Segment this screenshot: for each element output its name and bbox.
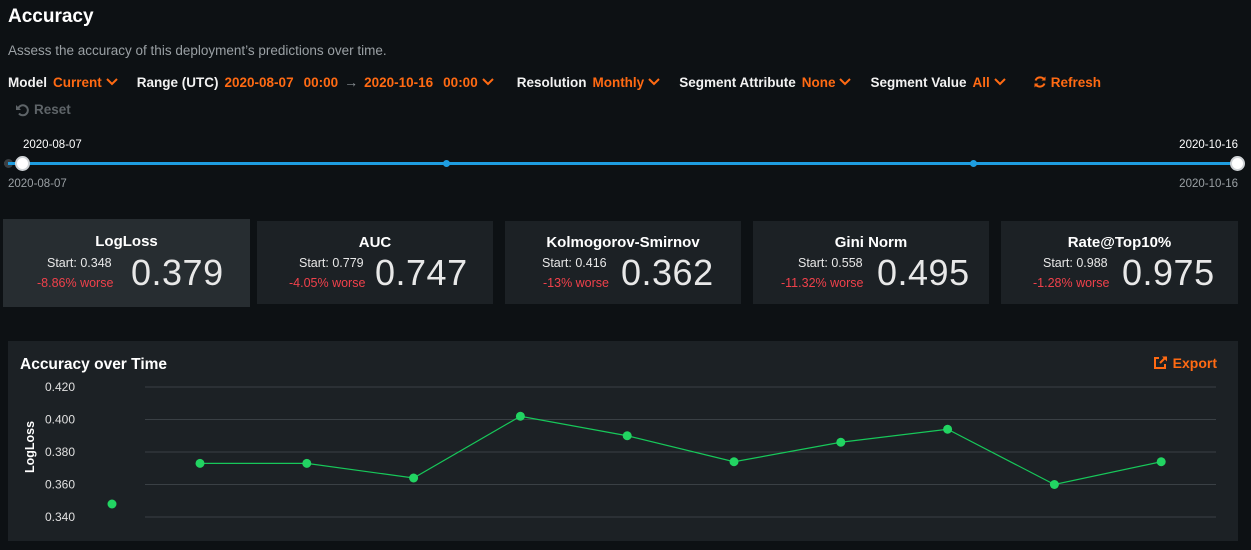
segment-attribute-filter: Segment Attribute None <box>679 75 852 90</box>
chevron-down-icon <box>481 78 494 86</box>
metric-start: Start: 0.558 <box>798 256 863 270</box>
model-filter: Model Current <box>8 75 119 90</box>
chevron-down-icon <box>839 78 852 86</box>
reset-label: Reset <box>34 102 71 117</box>
metric-change: -13% worse <box>543 276 609 290</box>
metric-change: -4.05% worse <box>289 276 366 290</box>
reset-button[interactable]: Reset <box>15 102 71 117</box>
slider-max-label: 2020-10-16 <box>1179 178 1238 190</box>
range-start-date: 2020-08-07 <box>224 74 294 90</box>
y-axis-label: LogLoss <box>23 421 37 473</box>
slider-start-label: 2020-08-07 <box>23 139 82 151</box>
metric-name: AUC <box>358 234 392 251</box>
metric-tile-logloss[interactable]: LogLoss Start: 0.348 -8.86% worse 0.379 <box>3 219 250 307</box>
export-label: Export <box>1172 355 1217 371</box>
segment-value-filter: Segment Value All <box>870 75 1006 90</box>
data-point[interactable] <box>302 458 312 468</box>
data-point[interactable] <box>1156 457 1166 467</box>
segment-value-value: All <box>972 74 990 90</box>
page-subtitle: Assess the accuracy of this deployment’s… <box>8 43 387 58</box>
data-point[interactable] <box>409 473 419 483</box>
slider-track[interactable] <box>8 162 1238 165</box>
data-point[interactable] <box>107 499 117 509</box>
slider-end-handle[interactable] <box>1230 156 1245 171</box>
filters-bar: Model Current Range (UTC) 2020-08-07 00:… <box>8 73 1101 91</box>
resolution-value: Monthly <box>592 74 645 90</box>
series-line <box>200 415 1162 486</box>
refresh-label: Refresh <box>1050 74 1102 90</box>
range-label: Range (UTC) <box>136 74 219 90</box>
metric-start: Start: 0.416 <box>542 256 607 270</box>
date-range-slider: 2020-08-07 2020-10-16 2020-08-07 2020-10… <box>0 135 1251 195</box>
segment-attribute-value: None <box>801 74 836 90</box>
metric-value: 0.975 <box>1122 252 1215 293</box>
export-button[interactable]: Export <box>1153 355 1217 371</box>
metric-start: Start: 0.988 <box>1043 256 1108 270</box>
chevron-down-icon <box>106 78 118 86</box>
slider-start-handle[interactable] <box>15 156 30 171</box>
y-tick-label: 0.340 <box>45 510 75 524</box>
resolution-label: Resolution <box>516 74 587 90</box>
model-label: Model <box>8 74 47 90</box>
metric-value: 0.495 <box>877 252 970 293</box>
metric-tile-auc[interactable]: AUC Start: 0.779 -4.05% worse 0.747 <box>257 221 493 304</box>
range-end-date: 2020-10-16 <box>364 74 434 90</box>
data-point[interactable] <box>836 437 846 447</box>
refresh-icon <box>1034 76 1046 88</box>
arrow-right-icon: → <box>344 74 359 90</box>
metric-tile-rate-top10[interactable]: Rate@Top10% Start: 0.988 -1.28% worse 0.… <box>1001 221 1238 304</box>
slider-tick <box>443 160 450 167</box>
accuracy-line-chart: 0.420 0.400 0.380 0.360 0.340 LogLoss <box>23 380 1216 524</box>
data-point[interactable] <box>515 411 525 421</box>
chevron-down-icon <box>994 78 1006 86</box>
metric-name: Gini Norm <box>834 234 908 251</box>
metric-name: LogLoss <box>95 233 158 250</box>
undo-icon <box>16 103 29 116</box>
data-point[interactable] <box>729 457 739 467</box>
y-tick-label: 0.360 <box>45 478 75 492</box>
range-start-picker[interactable]: 2020-08-07 00:00 <box>225 75 339 90</box>
chevron-down-icon <box>648 78 660 86</box>
y-tick-label: 0.380 <box>45 445 75 459</box>
chart-title: Accuracy over Time <box>20 356 168 373</box>
slider-tick <box>970 160 977 167</box>
slider-end-label: 2020-10-16 <box>1179 139 1238 151</box>
refresh-button[interactable]: Refresh <box>1033 75 1101 90</box>
metric-change: -8.86% worse <box>37 276 114 290</box>
metric-value: 0.379 <box>131 252 224 293</box>
slider-min-label: 2020-08-07 <box>8 178 67 190</box>
page-title: Accuracy <box>8 6 94 27</box>
resolution-dropdown[interactable]: Monthly <box>592 75 661 90</box>
range-end-time: 00:00 <box>443 74 478 90</box>
metric-value: 0.747 <box>375 252 468 293</box>
data-point[interactable] <box>622 431 632 441</box>
metric-start: Start: 0.348 <box>47 256 112 270</box>
segment-value-label: Segment Value <box>870 74 967 90</box>
range-start-time: 00:00 <box>303 74 339 90</box>
accuracy-over-time-panel: Accuracy over Time Export 0.420 0.400 0.38… <box>8 341 1238 541</box>
metric-tile-gini-norm[interactable]: Gini Norm Start: 0.558 -11.32% worse 0.4… <box>753 221 989 304</box>
metric-name: Rate@Top10% <box>1067 234 1172 251</box>
range-end-picker[interactable]: 2020-10-16 00:00 <box>364 75 495 90</box>
segment-value-dropdown[interactable]: All <box>973 75 1007 90</box>
metric-value: 0.362 <box>621 252 714 293</box>
metric-change: -1.28% worse <box>1033 276 1110 290</box>
data-point[interactable] <box>943 424 953 434</box>
model-dropdown[interactable]: Current <box>53 75 119 90</box>
metric-change: -11.32% worse <box>781 276 864 290</box>
data-point[interactable] <box>195 458 205 468</box>
metric-start: Start: 0.779 <box>299 256 364 270</box>
segment-attribute-dropdown[interactable]: None <box>802 75 853 90</box>
segment-attribute-label: Segment Attribute <box>679 74 796 90</box>
resolution-filter: Resolution Monthly <box>517 75 662 90</box>
y-tick-label: 0.420 <box>45 380 75 394</box>
range-filter: Range (UTC) 2020-08-07 00:00 → 2020-10-1… <box>137 74 495 90</box>
metric-tile-kolmogorov-smirnov[interactable]: Kolmogorov-Smirnov Start: 0.416 -13% wor… <box>505 221 741 304</box>
metric-name: Kolmogorov-Smirnov <box>546 234 700 251</box>
export-icon <box>1153 356 1167 369</box>
data-point[interactable] <box>1049 480 1059 489</box>
model-value: Current <box>53 74 102 90</box>
y-tick-label: 0.400 <box>45 413 75 427</box>
